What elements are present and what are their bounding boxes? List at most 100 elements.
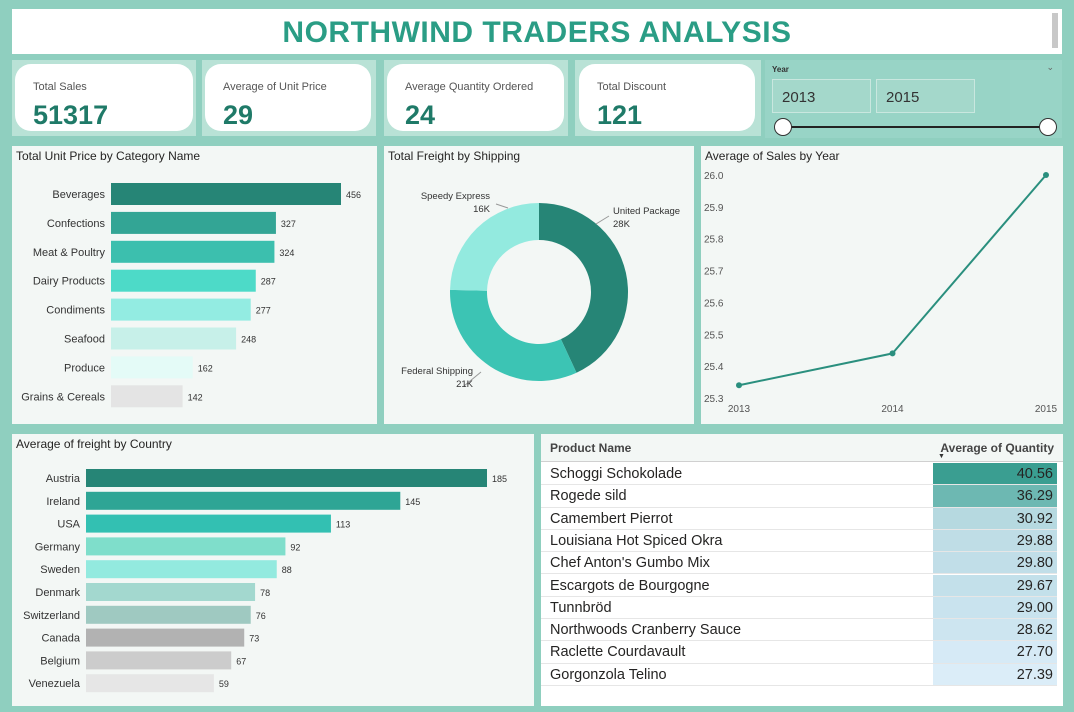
table-row[interactable]: Louisiana Hot Spiced Okra 29.88 bbox=[541, 529, 1057, 553]
y-tick-label: 26.0 bbox=[704, 171, 724, 182]
chart-title: Average of freight by Country bbox=[16, 437, 172, 451]
table-row[interactable]: Tunnbröd 29.00 bbox=[541, 596, 1057, 620]
kpi-label: Total Discount bbox=[597, 81, 667, 93]
sort-descending-icon[interactable]: ▼ bbox=[938, 453, 945, 460]
y-tick-label: 25.3 bbox=[704, 394, 724, 405]
kpi-card-total-sales: Total Sales 51317 bbox=[15, 64, 193, 131]
bar bbox=[86, 651, 232, 670]
data-label: 76 bbox=[256, 611, 266, 621]
sales-year-line-chart: 26.0 25.9 25.8 25.7 25.6 25.5 25.4 25.3 2013 2014… bbox=[704, 171, 1058, 415]
product-name-cell: Gorgonzola Telino bbox=[550, 666, 667, 683]
table-row[interactable]: Schoggi Schokolade 40.56 bbox=[541, 463, 1057, 486]
data-label: 78 bbox=[260, 588, 270, 598]
category-bar-chart: Beverages 456 Confections 327 Meat & Poultry… bbox=[21, 183, 361, 408]
y-tick-label: 25.8 bbox=[704, 235, 724, 246]
product-name-cell: Camembert Pierrot bbox=[550, 510, 673, 527]
chart-title: Total Unit Price by Category Name bbox=[16, 149, 201, 163]
bar bbox=[86, 514, 331, 533]
category-label: Beverages bbox=[52, 189, 105, 201]
scrollbar-thumb[interactable] bbox=[1052, 13, 1058, 48]
category-label: Meat & Poultry bbox=[33, 247, 106, 259]
sales-year-chart-panel: Average of Sales by Year 26.0 25.9 25.8 25.… bbox=[701, 146, 1063, 424]
slicer-label: Year bbox=[772, 65, 789, 74]
category-label: Confections bbox=[47, 218, 106, 230]
table-row[interactable]: Rogede sild 36.29 bbox=[541, 485, 1057, 508]
table-row[interactable]: Northwoods Cranberry Sauce 28.62 bbox=[541, 619, 1057, 642]
product-name-cell: Tunnbröd bbox=[550, 599, 612, 616]
category-label: Denmark bbox=[35, 587, 80, 599]
slider-end-handle[interactable] bbox=[1039, 118, 1057, 136]
table-row[interactable]: Raclette Courdavault 27.70 bbox=[541, 641, 1057, 664]
bar bbox=[111, 356, 193, 379]
data-label: 287 bbox=[261, 277, 276, 287]
kpi-label: Average Quantity Ordered bbox=[405, 81, 534, 93]
slider-start-handle[interactable] bbox=[774, 118, 792, 136]
bar bbox=[86, 583, 256, 601]
quantity-value: 36.29 bbox=[1016, 488, 1053, 505]
bar bbox=[111, 240, 275, 263]
leader-line bbox=[495, 203, 509, 209]
slice-name-label: Federal Shipping bbox=[401, 366, 473, 377]
category-label: Sweden bbox=[40, 564, 80, 576]
data-label: 67 bbox=[236, 656, 246, 666]
data-point bbox=[1043, 172, 1049, 178]
data-point bbox=[736, 382, 742, 389]
quantity-cell: 30.92 bbox=[933, 507, 1057, 529]
bar bbox=[111, 183, 341, 205]
data-label: 88 bbox=[282, 565, 292, 575]
quantity-value: 29.80 bbox=[1016, 555, 1053, 572]
category-label: Austria bbox=[46, 473, 81, 485]
table-row[interactable]: Escargots de Bourgogne 29.67 bbox=[541, 574, 1057, 597]
product-name-cell: Louisiana Hot Spiced Okra bbox=[550, 532, 723, 549]
bar bbox=[111, 269, 256, 292]
category-label: Venezuela bbox=[29, 678, 81, 690]
quantity-cell: 27.70 bbox=[933, 641, 1057, 663]
donut-slice bbox=[450, 289, 577, 381]
category-label: Seafood bbox=[64, 334, 105, 346]
quantity-value: 30.92 bbox=[1016, 510, 1053, 527]
slicer-start-input[interactable]: 2013 bbox=[772, 79, 871, 113]
table-row[interactable]: Chef Anton's Gumbo Mix 29.80 bbox=[541, 552, 1057, 575]
quantity-cell: 29.67 bbox=[933, 574, 1057, 596]
kpi-card-avg-quantity: Average Quantity Ordered 24 bbox=[387, 64, 564, 131]
column-header-quantity[interactable]: Average of Quantity bbox=[940, 441, 1054, 455]
bar bbox=[86, 605, 251, 624]
quantity-cell: 40.56 bbox=[933, 463, 1057, 485]
bar bbox=[86, 491, 401, 510]
donut-slice bbox=[450, 203, 539, 291]
bar bbox=[111, 298, 251, 321]
slice-value-label: 28K bbox=[613, 219, 631, 230]
quantity-cell: 29.88 bbox=[933, 529, 1057, 552]
data-label: 92 bbox=[290, 542, 300, 552]
data-label: 162 bbox=[198, 363, 213, 373]
chevron-down-icon[interactable]: ⌄ bbox=[1046, 62, 1054, 72]
slice-name-label: United Package bbox=[613, 206, 680, 217]
data-label: 113 bbox=[336, 520, 350, 530]
category-chart-panel: Total Unit Price by Category Name Bevera… bbox=[12, 146, 377, 424]
kpi-value: 51317 bbox=[33, 100, 109, 130]
bar bbox=[86, 628, 245, 647]
x-tick-label: 2014 bbox=[881, 404, 904, 415]
x-tick-label: 2013 bbox=[728, 404, 751, 415]
category-label: Condiments bbox=[46, 305, 105, 317]
year-slicer: Year ⌄ 2013 2015 bbox=[765, 60, 1062, 138]
chart-title: Average of Sales by Year bbox=[705, 149, 840, 163]
data-label: 248 bbox=[241, 335, 256, 345]
slider-track[interactable] bbox=[782, 126, 1048, 128]
category-label: Switzerland bbox=[23, 610, 80, 622]
data-label: 456 bbox=[346, 190, 361, 200]
quantity-cell: 27.39 bbox=[933, 663, 1057, 685]
table-row[interactable]: Gorgonzola Telino 27.39 bbox=[541, 663, 1057, 686]
y-tick-label: 25.7 bbox=[704, 267, 724, 278]
table-row[interactable]: Camembert Pierrot 30.92 bbox=[541, 507, 1057, 530]
slicer-end-input[interactable]: 2015 bbox=[876, 79, 975, 113]
y-tick-label: 25.5 bbox=[704, 330, 724, 341]
bar bbox=[111, 327, 237, 350]
title-bar: NORTHWIND TRADERS ANALYSIS bbox=[12, 9, 1062, 54]
column-header-product[interactable]: Product Name bbox=[550, 441, 632, 455]
product-name-cell: Schoggi Schokolade bbox=[550, 466, 683, 482]
kpi-label: Total Sales bbox=[33, 81, 87, 93]
page-title: NORTHWIND TRADERS ANALYSIS bbox=[282, 16, 792, 49]
product-name-cell: Rogede sild bbox=[550, 488, 627, 505]
quantity-cell: 28.62 bbox=[933, 619, 1057, 641]
